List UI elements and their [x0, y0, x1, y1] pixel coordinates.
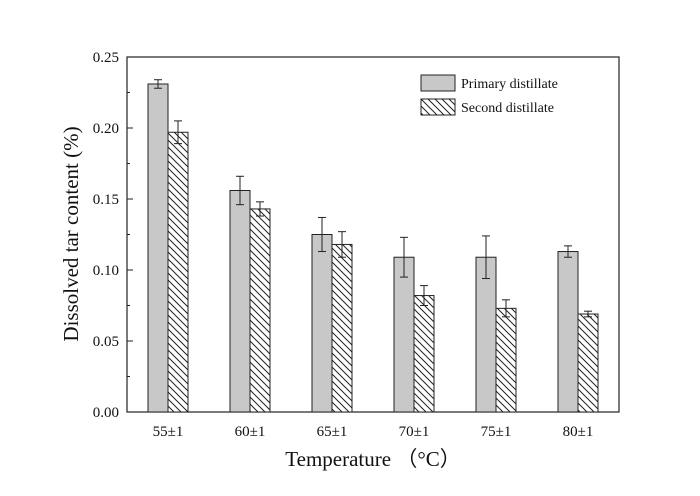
bar-primary	[557, 251, 579, 413]
bar-primary	[229, 189, 251, 413]
bar-primary	[393, 256, 415, 413]
bar-second	[249, 208, 271, 413]
legend-label: Primary distillate	[461, 77, 558, 92]
y-tick-label: 0.25	[93, 50, 119, 66]
legend-label: Second distillate	[461, 101, 554, 116]
x-tick-label: 80±1	[563, 424, 594, 440]
x-tick-label: 65±1	[317, 424, 348, 440]
y-tick-label: 0.20	[93, 121, 119, 137]
x-tick-label: 60±1	[235, 424, 266, 440]
legend-swatch-primary	[420, 74, 456, 92]
y-axis-title: Dissolved tar content (%)	[59, 126, 83, 341]
x-axis-title: Temperature （°C）	[285, 447, 460, 471]
bar-primary	[311, 234, 333, 413]
y-tick-label: 0.00	[93, 405, 119, 421]
x-tick-label: 75±1	[481, 424, 512, 440]
bar-second	[331, 243, 353, 413]
y-tick-label: 0.10	[93, 263, 119, 279]
bar-second	[413, 295, 435, 413]
y-tick-label: 0.15	[93, 192, 119, 208]
chart-marks: 0.00 0.05 0.10 0.15 0.20 0.25 55±1 60±1 65±1 70±1…	[93, 50, 599, 440]
x-tick-label: 55±1	[153, 424, 184, 440]
bar-second	[495, 307, 517, 413]
legend-swatch-second	[420, 98, 456, 116]
bar-primary	[147, 83, 169, 413]
bar-second	[577, 313, 599, 413]
bar-second	[167, 131, 189, 413]
y-tick-label: 0.05	[93, 334, 119, 350]
x-tick-label: 70±1	[399, 424, 430, 440]
bar-primary	[475, 256, 497, 413]
